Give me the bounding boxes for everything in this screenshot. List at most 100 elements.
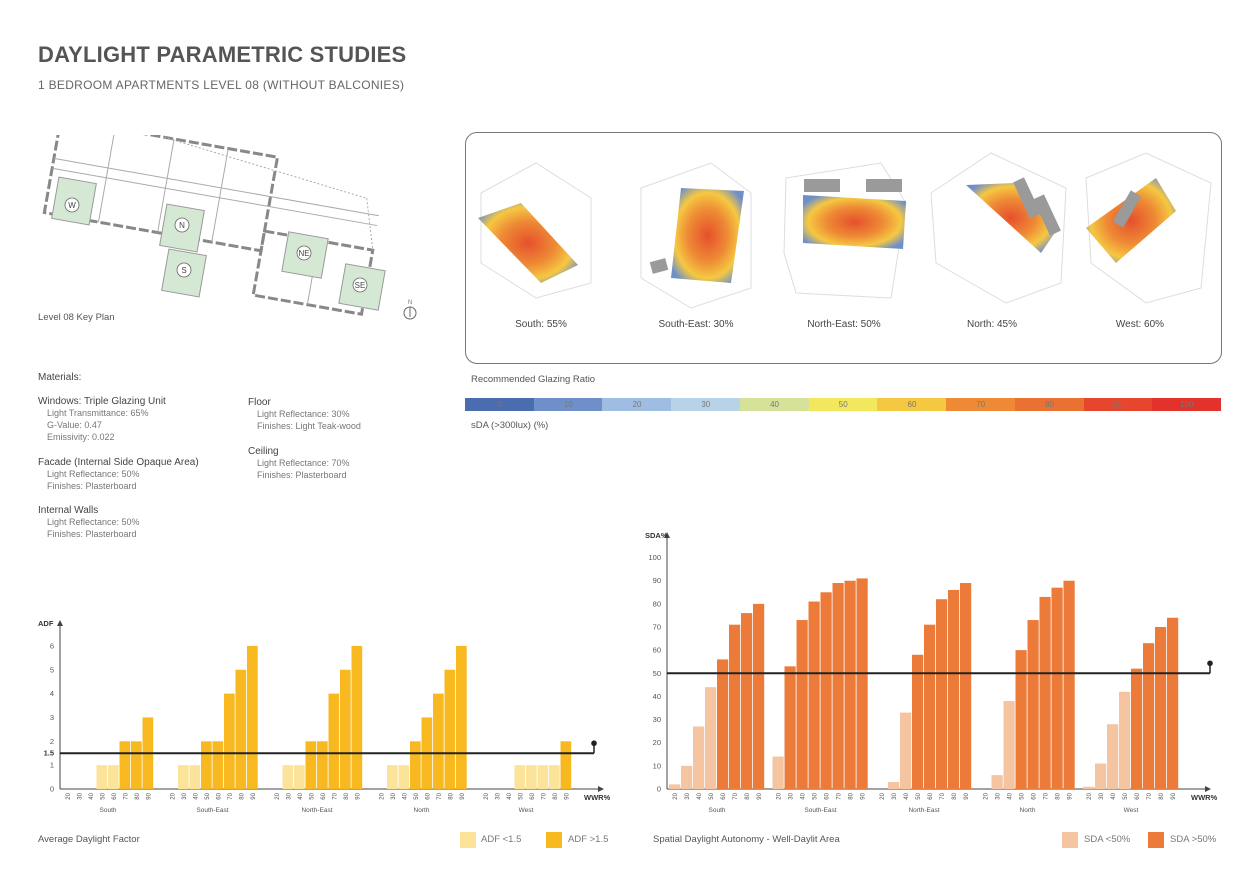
bar — [444, 669, 456, 789]
y-tick-label: 90 — [653, 576, 661, 585]
x-axis-label: WWR% — [584, 793, 610, 802]
bar — [741, 613, 753, 789]
bar — [398, 765, 410, 789]
materials-group-title: Windows: Triple Glazing Unit — [38, 396, 166, 407]
bar — [560, 741, 572, 789]
x-tick-label: 80 — [1056, 792, 1062, 799]
x-tick-label: 60 — [1135, 792, 1141, 799]
x-tick-label: 70 — [437, 792, 443, 799]
bar — [1051, 587, 1063, 789]
bar — [900, 712, 912, 789]
x-tick-label: 20 — [170, 792, 176, 799]
bar — [317, 741, 328, 789]
x-tick-label: 80 — [135, 792, 141, 799]
bar — [729, 624, 741, 789]
materials-group-title: Facade (Internal Side Opaque Area) — [38, 457, 199, 468]
materials-item: Light Reflectance: 50% — [47, 517, 140, 527]
x-tick-label: 30 — [182, 792, 188, 799]
materials-item: Finishes: Plasterboard — [47, 481, 137, 491]
materials-item: Light Reflectance: 50% — [47, 469, 140, 479]
x-axis-arrow — [1205, 786, 1211, 792]
x-axis-label: WWR% — [1191, 793, 1218, 802]
group-label: West — [1124, 807, 1139, 814]
scale-cell: 50 — [808, 398, 878, 411]
bar — [808, 601, 820, 789]
x-tick-label: 20 — [880, 792, 886, 799]
bar — [1143, 643, 1155, 789]
scale-cell: 70 — [946, 398, 1016, 411]
bar — [1119, 691, 1131, 789]
page-subtitle: 1 BEDROOM APARTMENTS LEVEL 08 (WITHOUT B… — [38, 78, 405, 92]
x-tick-label: 90 — [251, 792, 257, 799]
bar — [796, 620, 808, 789]
render-label-south-east: South-East: 30% — [658, 319, 734, 330]
bar — [784, 666, 796, 789]
x-tick-label: 30 — [685, 792, 691, 799]
group-label: North — [414, 807, 430, 814]
x-tick-label: 40 — [507, 792, 513, 799]
bar — [1039, 596, 1051, 789]
materials-item: Light Transmittance: 65% — [47, 408, 149, 418]
group-label: North-East — [908, 807, 939, 814]
bar — [247, 645, 258, 789]
bar — [212, 741, 224, 789]
threshold-label: 1.5 — [44, 749, 54, 758]
x-tick-label: 30 — [789, 792, 795, 799]
group-label: South-East — [196, 807, 228, 814]
x-tick-label: 40 — [402, 792, 408, 799]
x-tick-label: 90 — [1068, 792, 1074, 799]
bar — [753, 603, 765, 789]
x-tick-label: 30 — [286, 792, 292, 799]
adf-chart-caption: Average Daylight Factor — [38, 834, 140, 845]
x-tick-label: 90 — [146, 792, 152, 799]
y-axis-arrow — [664, 532, 670, 538]
scale-cell: 40 — [739, 398, 810, 411]
bar — [772, 756, 784, 789]
room-label-s: S — [181, 266, 187, 275]
x-tick-label: 40 — [193, 792, 199, 799]
x-tick-label: 70 — [332, 792, 338, 799]
adf-legend-label-low: ADF <1.5 — [481, 834, 522, 845]
x-tick-label: 60 — [530, 792, 536, 799]
x-tick-label: 60 — [425, 792, 431, 799]
x-tick-label: 40 — [1111, 792, 1117, 799]
y-tick-label: 50 — [653, 669, 661, 678]
bar — [328, 693, 340, 789]
bar — [856, 578, 868, 789]
glazing-ratio-caption: Recommended Glazing Ratio — [471, 374, 596, 385]
x-axis-arrow — [598, 786, 604, 792]
x-tick-label: 50 — [205, 792, 211, 799]
x-tick-label: 30 — [77, 792, 83, 799]
x-tick-label: 50 — [309, 792, 315, 799]
materials-group-title: Ceiling — [248, 446, 279, 457]
bar — [351, 645, 363, 789]
y-tick-label: 80 — [653, 599, 661, 608]
x-tick-label: 20 — [275, 792, 281, 799]
bar — [282, 765, 294, 789]
x-tick-label: 70 — [837, 792, 843, 799]
bar — [178, 765, 189, 789]
group-label: North — [1020, 807, 1036, 814]
bar — [669, 784, 681, 789]
materials-item: Light Reflectance: 30% — [257, 409, 350, 419]
adf-legend-swatch-low — [460, 832, 476, 848]
bar — [1167, 617, 1179, 789]
x-tick-label: 90 — [564, 792, 570, 799]
scale-cell: 80 — [1014, 398, 1085, 411]
bar — [912, 654, 924, 789]
bar — [96, 765, 108, 789]
bar — [844, 580, 856, 789]
y-tick-label: 40 — [653, 692, 661, 701]
y-tick-label: 0 — [657, 785, 661, 794]
group-label: West — [519, 807, 534, 814]
bar — [1155, 627, 1167, 789]
render-label-north: North: 45% — [966, 319, 1018, 330]
key-plan-caption: Level 08 Key Plan — [38, 312, 115, 323]
bar — [433, 693, 444, 789]
bar — [960, 583, 972, 789]
materials-item: Finishes: Plasterboard — [257, 470, 347, 480]
group-label: North-East — [301, 807, 332, 814]
renders-panel: South: 55% South-East: 30% North-East: 5… — [465, 132, 1222, 364]
x-tick-label: 30 — [391, 792, 397, 799]
y-tick-label: 4 — [50, 689, 54, 698]
